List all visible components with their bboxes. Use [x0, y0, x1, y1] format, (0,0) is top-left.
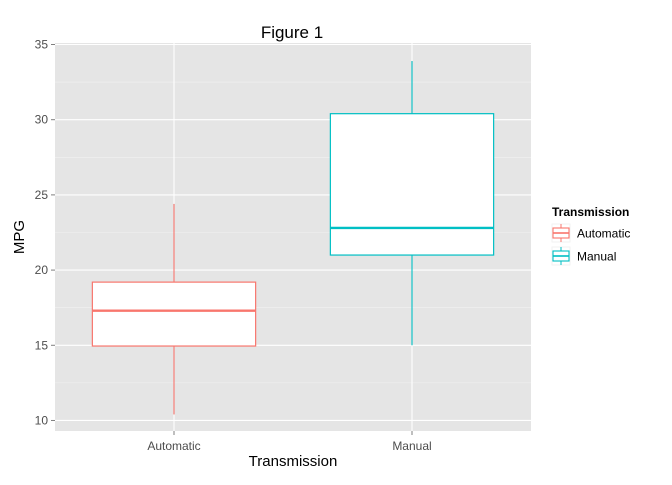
x-axis-title: Transmission [249, 453, 338, 470]
y-tick-label: 30 [35, 113, 49, 127]
iqr-box [329, 113, 495, 256]
legend-label: Automatic [577, 227, 630, 241]
y-axis-title: MPG [11, 220, 28, 254]
y-tick-label: 10 [35, 413, 49, 427]
y-tick-label: 20 [35, 263, 49, 277]
x-tick-label: Automatic [147, 439, 200, 453]
iqr-box [91, 281, 257, 347]
box-layer [91, 61, 495, 415]
legend-label: Manual [577, 250, 616, 264]
box-manual [329, 61, 495, 346]
y-tick-label: 35 [35, 38, 49, 52]
y-tick-label: 15 [35, 338, 49, 352]
x-tick-label: Manual [392, 439, 431, 453]
box-automatic [91, 203, 257, 415]
legend-title: Transmission [552, 205, 629, 219]
legend-item-automatic: Automatic [551, 223, 630, 243]
chart-title: Figure 1 [261, 23, 323, 42]
axis-layer: 10 15 20 25 30 35 Automatic Manual [35, 38, 432, 453]
y-tick-label: 25 [35, 188, 49, 202]
legend: Transmission Automatic Manual [551, 205, 630, 266]
legend-item-manual: Manual [551, 246, 616, 266]
legend-items: Automatic Manual [551, 223, 630, 266]
